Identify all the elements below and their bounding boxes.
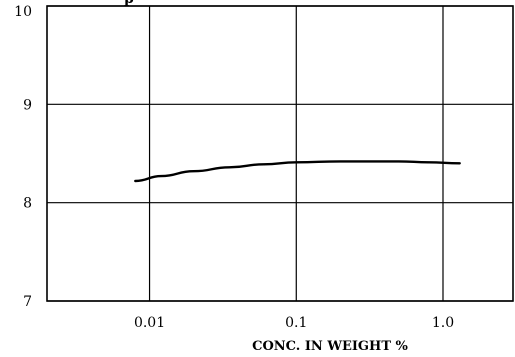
x-tick-label: 0.01 [134,315,165,331]
y-tick-label: 10 [14,4,32,20]
x-tick-label: 1.0 [432,315,454,331]
series-line [134,160,461,183]
y-tick-label: 7 [23,294,32,310]
y-axis-ticks: 7 8 9 10 [14,4,32,310]
grid [47,5,513,302]
plot-frame [46,5,514,302]
series-layer [134,160,461,183]
top-label-fragment: p [124,0,134,7]
x-axis-ticks: 0.01 0.1 1.0 [134,315,454,331]
y-tick-label: 9 [23,97,32,113]
x-axis-title: CONC. IN WEIGHT % [252,339,408,352]
x-tick-label: 0.1 [285,315,307,331]
y-tick-label: 8 [23,196,32,212]
